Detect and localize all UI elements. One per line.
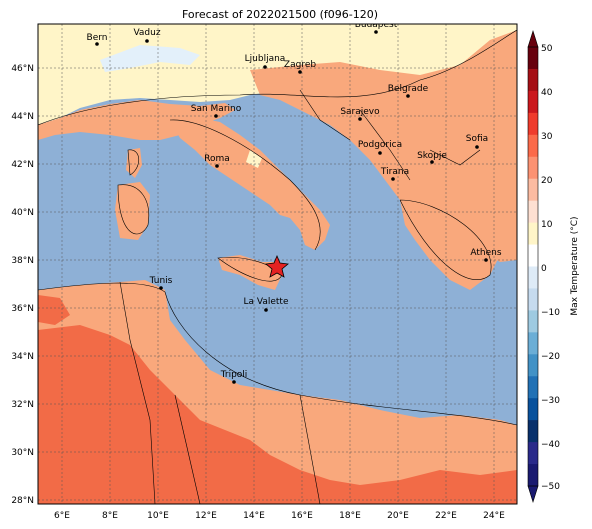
lon-axis: 6°E 8°E 10°E 12°E 14°E 16°E 18°E 20°E 22… [54, 511, 505, 521]
lon-tick: 8°E [102, 511, 118, 521]
city-label: Skopje [417, 151, 447, 161]
colorbar-segment [528, 398, 538, 421]
colorbar-segment [528, 90, 538, 114]
colorbar-segment [528, 178, 538, 202]
city-label: Sarajevo [340, 107, 380, 117]
colorbar-tick: 20 [541, 176, 553, 186]
city-markers: Bern Vaduz Budapest Ljubljana Zagreb Bel… [87, 20, 502, 384]
colorbar-tick: −40 [541, 440, 560, 450]
sardinia-land [115, 182, 150, 240]
lon-tick: 20°E [387, 511, 409, 521]
lat-tick: 38°N [11, 256, 34, 266]
colorbar-label: Max Temperature (°C) [570, 216, 580, 315]
city-label: Tripoli [220, 370, 248, 380]
alps-cool-region [100, 45, 200, 72]
city-label: Sofia [466, 134, 488, 144]
city-label: Podgorica [358, 140, 402, 150]
lat-tick: 40°N [11, 208, 34, 218]
map-area: Bern Vaduz Budapest Ljubljana Zagreb Bel… [38, 20, 517, 504]
city-label: Ljubljana [245, 54, 286, 64]
colorbar-tick: 0 [541, 264, 547, 274]
colorbar-tick: −10 [541, 308, 560, 318]
city-label: Roma [204, 154, 230, 164]
city-label: Vaduz [133, 28, 160, 38]
colorbar-frame [527, 46, 539, 487]
colorbar-segment [528, 442, 538, 465]
location-star-icon [265, 254, 289, 278]
city-label: Bern [87, 33, 108, 43]
city-label: Tirana [380, 167, 409, 177]
lat-tick: 34°N [11, 352, 34, 362]
colorbar-segment [528, 156, 538, 180]
lon-tick: 24°E [483, 511, 505, 521]
lat-tick: 46°N [11, 64, 34, 74]
city-label: Budapest [355, 20, 398, 30]
colorbar-tick: −20 [541, 352, 560, 362]
lat-tick: 42°N [11, 160, 34, 170]
colorbar-tick: 10 [541, 220, 553, 230]
italy-mild-patch [246, 150, 262, 168]
colorbar-segment [528, 200, 538, 224]
lat-tick: 44°N [11, 112, 34, 122]
city-label: Athens [470, 248, 501, 258]
colorbar-min-extend [527, 485, 539, 504]
city-label: Tunis [149, 276, 173, 286]
lon-tick: 10°E [147, 511, 169, 521]
colorbar-tick: 40 [541, 88, 553, 98]
colorbar-tick: −30 [541, 396, 560, 406]
colorbar-segment [528, 332, 538, 355]
colorbar-segment [528, 68, 538, 92]
graticule [38, 24, 517, 504]
colorbar-segment [528, 464, 538, 487]
colorbar-segment [528, 376, 538, 399]
colorbar-segment [528, 420, 538, 443]
colorbar-segment [528, 288, 538, 311]
map-title: Forecast of 2022021500 (f096-120) [182, 8, 378, 21]
lat-tick: 30°N [11, 448, 34, 458]
lat-tick: 28°N [11, 496, 34, 506]
city-label: San Marino [191, 104, 242, 114]
colorbar-segment [528, 310, 538, 333]
colorbar-tick: 50 [541, 44, 553, 54]
italy-land [170, 118, 330, 250]
lon-tick: 12°E [195, 511, 217, 521]
colorbar-tick: 30 [541, 132, 553, 142]
greece-land [400, 200, 500, 290]
lon-tick: 22°E [435, 511, 457, 521]
city-label: Belgrade [388, 84, 429, 94]
city-label: Zagreb [284, 60, 316, 70]
north-africa-hot [38, 325, 517, 504]
lon-tick: 6°E [54, 511, 70, 521]
colorbar-segment [528, 134, 538, 158]
colorbar [527, 29, 539, 504]
colorbar-segment [528, 112, 538, 136]
colorbar-segment [528, 222, 538, 246]
lat-tick: 32°N [11, 400, 34, 410]
colorbar-segment [528, 354, 538, 377]
lat-axis: 46°N 44°N 42°N 40°N 38°N 36°N 34°N 32°N … [11, 64, 34, 506]
map-frame [37, 23, 518, 505]
lat-tick: 36°N [11, 304, 34, 314]
lon-tick: 18°E [339, 511, 361, 521]
balkan-warm-region [250, 30, 517, 262]
colorbar-max-extend [527, 29, 539, 48]
colorbar-segment [528, 244, 538, 267]
lon-tick: 14°E [243, 511, 265, 521]
lon-tick: 16°E [291, 511, 313, 521]
colorbar-segment [528, 266, 538, 289]
colorbar-segment [528, 47, 538, 70]
city-label: La Valette [244, 297, 289, 307]
colorbar-tick: −50 [541, 482, 560, 492]
colorbar-ticks: 50 40 30 20 10 0 −10 −20 −30 −40 −50 [541, 44, 560, 492]
